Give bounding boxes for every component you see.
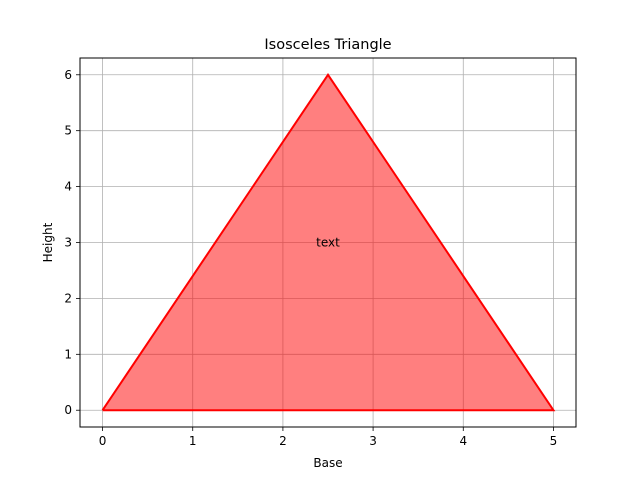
annotations: text <box>316 236 340 250</box>
y-tick-label: 3 <box>64 236 72 250</box>
y-tick-label: 5 <box>64 124 72 138</box>
y-axis-label: Height <box>41 222 55 262</box>
series-layer <box>101 72 556 412</box>
triangle-outline <box>101 72 556 412</box>
x-axis-label: Base <box>313 456 342 470</box>
y-tick-label: 2 <box>64 291 72 305</box>
x-tick-label: 4 <box>459 434 467 448</box>
annotation-label: text <box>316 236 340 250</box>
x-tick-label: 1 <box>189 434 197 448</box>
y-tick-label: 1 <box>64 347 72 361</box>
ticks: 0 1 2 3 4 5 0 1 2 3 4 5 6 <box>64 68 557 448</box>
y-tick-label: 4 <box>64 180 72 194</box>
chart-title: Isosceles Triangle <box>264 37 391 53</box>
x-tick-label: 2 <box>279 434 287 448</box>
y-tick-label: 6 <box>64 68 72 82</box>
x-tick-label: 5 <box>550 434 558 448</box>
x-tick-label: 3 <box>369 434 377 448</box>
triangle-fill <box>102 74 554 411</box>
y-tick-label: 0 <box>64 403 72 417</box>
x-tick-label: 0 <box>99 434 107 448</box>
